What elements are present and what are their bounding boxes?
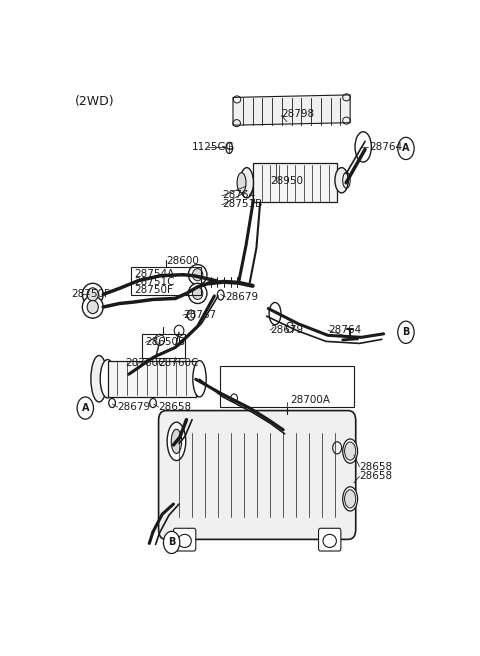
Ellipse shape	[193, 361, 206, 397]
Ellipse shape	[155, 335, 165, 346]
Ellipse shape	[167, 422, 186, 461]
FancyBboxPatch shape	[158, 411, 356, 539]
Ellipse shape	[192, 287, 203, 299]
Text: 28750F: 28750F	[134, 285, 173, 295]
Bar	[220, 365, 354, 407]
Ellipse shape	[355, 132, 372, 162]
Text: B: B	[168, 537, 175, 547]
Text: A: A	[82, 403, 89, 413]
Ellipse shape	[343, 487, 358, 511]
Text: B: B	[402, 327, 409, 337]
Ellipse shape	[83, 283, 103, 306]
Text: 28700A: 28700A	[290, 396, 331, 405]
Ellipse shape	[87, 300, 98, 314]
Text: 28764: 28764	[369, 142, 402, 152]
Bar	[131, 267, 202, 295]
Ellipse shape	[91, 356, 107, 402]
Text: 28767: 28767	[183, 310, 216, 320]
Text: 28658: 28658	[360, 462, 393, 472]
Bar	[108, 361, 196, 397]
FancyBboxPatch shape	[319, 528, 341, 551]
Text: 28764: 28764	[222, 190, 255, 200]
Ellipse shape	[83, 296, 103, 318]
Ellipse shape	[87, 288, 98, 301]
Ellipse shape	[240, 168, 253, 198]
Text: 28679: 28679	[226, 292, 259, 302]
Text: 28798: 28798	[281, 109, 314, 119]
Ellipse shape	[345, 490, 356, 508]
Text: 28750F: 28750F	[71, 289, 110, 299]
Text: 1125GG: 1125GG	[192, 142, 235, 152]
Ellipse shape	[237, 173, 246, 193]
Text: 28600: 28600	[166, 256, 199, 266]
Text: 28658: 28658	[360, 471, 393, 482]
Text: 28751B: 28751B	[222, 199, 262, 209]
Text: (2WD): (2WD)	[75, 95, 115, 108]
Circle shape	[398, 137, 414, 159]
Circle shape	[163, 531, 180, 554]
Text: A: A	[402, 144, 410, 154]
Text: 28679: 28679	[118, 402, 151, 412]
Text: 28764: 28764	[328, 325, 361, 335]
Circle shape	[398, 321, 414, 343]
Ellipse shape	[171, 429, 181, 453]
Text: 28658: 28658	[158, 402, 192, 412]
Text: 28760C: 28760C	[125, 358, 166, 368]
Ellipse shape	[343, 439, 358, 463]
Text: 28751C: 28751C	[134, 277, 175, 287]
Ellipse shape	[100, 359, 115, 398]
Polygon shape	[233, 95, 350, 125]
Text: 28754A: 28754A	[134, 269, 175, 279]
FancyBboxPatch shape	[173, 528, 196, 551]
Circle shape	[77, 397, 94, 419]
Text: 28760C: 28760C	[158, 358, 199, 368]
Ellipse shape	[335, 168, 348, 193]
Ellipse shape	[345, 442, 356, 461]
Ellipse shape	[188, 264, 207, 285]
Text: 28950: 28950	[270, 176, 303, 186]
Ellipse shape	[192, 269, 203, 281]
Text: 28679: 28679	[270, 325, 303, 335]
Ellipse shape	[188, 283, 207, 304]
Bar	[142, 335, 185, 358]
Bar	[253, 163, 337, 203]
Ellipse shape	[269, 302, 281, 325]
Text: 28650B: 28650B	[145, 337, 186, 348]
Ellipse shape	[174, 325, 184, 337]
